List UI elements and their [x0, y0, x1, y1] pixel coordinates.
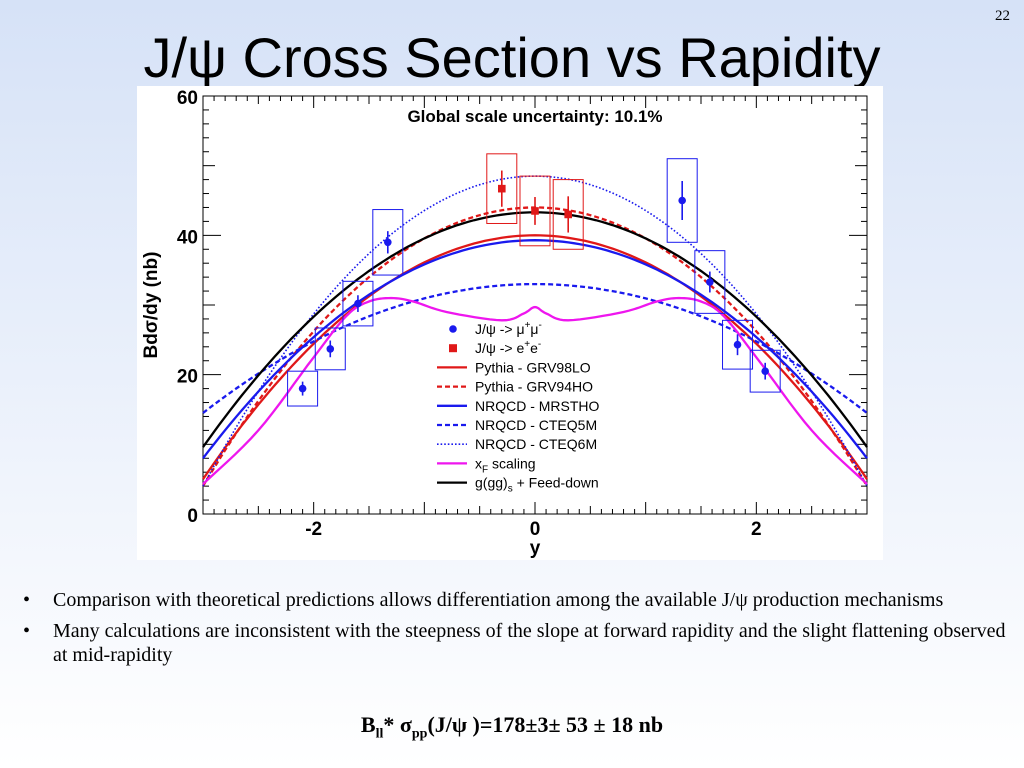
x-axis-label: y [530, 538, 541, 559]
systematic-box [372, 209, 404, 276]
bullet-text: Many calculations are inconsistent with … [53, 620, 1006, 666]
systematic-box [486, 153, 518, 224]
bullet-text: Comparison with theoretical predictions … [53, 589, 944, 611]
x-tick-label: 0 [530, 519, 541, 540]
summary-sigma-sub: pp [411, 726, 428, 742]
y-tick-label: 0 [187, 506, 198, 527]
systematic-box [749, 349, 781, 393]
data-point [384, 238, 392, 247]
y-tick-label: 60 [177, 88, 198, 109]
y-tick-label: 20 [177, 367, 198, 388]
curve-nrqcd-mrstho [202, 239, 868, 459]
summary-star: * [383, 712, 400, 737]
plot-panel: 0 20 40 60 -2 0 2 y Bdσ/dy (nb) Global scale unce… [137, 86, 883, 560]
bullet-item: • Many calculations are inconsistent wit… [20, 619, 1010, 667]
systematic-box [519, 175, 551, 247]
x-tick-label: -2 [305, 519, 322, 540]
legend-marker [449, 325, 457, 333]
data-point [678, 196, 686, 205]
data-point [498, 184, 506, 193]
legend-label: Pythia - GRV94HO [475, 379, 593, 395]
data-point [326, 345, 335, 353]
systematic-box [694, 250, 726, 314]
legend-label: xF scaling [475, 455, 536, 475]
curve-xf-scaling [202, 296, 868, 485]
summary-sigma: σ [399, 712, 412, 737]
systematic-box [666, 158, 698, 243]
cross-section-plot: 0 20 40 60 -2 0 2 y Bdσ/dy (nb) Global scale unce… [141, 88, 868, 559]
data-point [706, 278, 714, 286]
y-tick-label: 40 [177, 227, 198, 248]
legend-label: NRQCD - CTEQ5M [475, 417, 597, 433]
legend-label: J/ψ -> μ+μ- [475, 320, 542, 337]
bullet-symbol: • [23, 620, 31, 642]
data-point [564, 210, 572, 219]
bullet-list: • Comparison with theoretical prediction… [20, 588, 1010, 674]
data-point [354, 299, 362, 308]
curve-nrqcd-cteq5m [202, 282, 868, 414]
summary-rest: (J/ψ )=178±3± 53 ± 18 nb [427, 712, 664, 737]
cross-section-summary: Bll* σpp(J/ψ )=178±3± 53 ± 18 nb [0, 712, 1024, 742]
curve-pythia-grv98lo [202, 234, 868, 480]
data-point [298, 384, 307, 393]
legend-label: J/ψ -> e+e- [475, 339, 541, 356]
x-tick-label: 2 [751, 519, 762, 540]
systematic-box [722, 319, 754, 370]
data-point [531, 207, 539, 215]
summary-b-sub: ll [375, 726, 384, 742]
bullet-item: • Comparison with theoretical prediction… [20, 588, 1010, 612]
systematic-box [342, 280, 374, 327]
systematic-box [552, 179, 584, 250]
chart-title: Global scale uncertainty: 10.1% [407, 107, 662, 126]
slide-number: 22 [995, 8, 1010, 24]
data-point [761, 367, 769, 375]
legend-label: NRQCD - MRSTHO [475, 398, 600, 414]
data-point [733, 340, 742, 349]
slide-title: J/ψ Cross Section vs Rapidity [143, 26, 881, 89]
legend-marker [449, 344, 457, 353]
legend-label: NRQCD - CTEQ6M [475, 436, 597, 452]
plot-frame [202, 95, 868, 515]
systematic-box [314, 327, 346, 371]
systematic-box [287, 370, 319, 407]
y-axis-label: Bdσ/dy (nb) [141, 252, 162, 359]
legend-label: g(gg)s + Feed-down [475, 475, 599, 495]
legend-label: Pythia - GRV98LO [475, 359, 591, 375]
summary-b: B [360, 712, 376, 737]
bullet-symbol: • [23, 589, 31, 611]
